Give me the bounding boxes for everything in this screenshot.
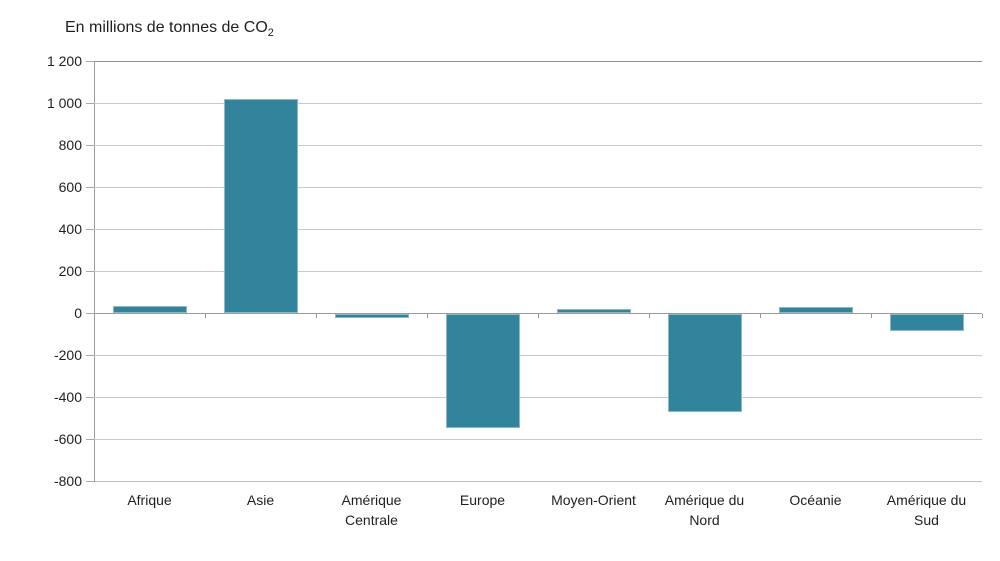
bar-moyen-orient — [556, 308, 631, 313]
gridline-800 — [94, 145, 982, 146]
chart-title: En millions de tonnes de CO2 — [65, 19, 274, 39]
gridline--400 — [94, 397, 982, 398]
y-axis-tick-400 — [86, 229, 94, 230]
bar-afrique — [112, 305, 187, 313]
x-axis-label-afrique: Afrique — [127, 492, 172, 508]
y-axis-label-400: 400 — [58, 221, 82, 237]
x-axis-tick-5 — [649, 314, 650, 318]
x-axis-tick-6 — [760, 314, 761, 318]
plot-area — [86, 61, 983, 482]
x-axis-tick-7 — [871, 314, 872, 318]
gridline--600 — [94, 439, 982, 440]
plot-top-border — [94, 61, 982, 62]
gridline-600 — [94, 187, 982, 188]
bar-europe — [445, 314, 520, 429]
x-axis-label-asie: Asie — [246, 492, 275, 508]
x-axis-tick-1 — [205, 314, 206, 318]
y-axis-label--600: -600 — [53, 431, 82, 447]
y-axis-label-800: 800 — [58, 137, 82, 153]
y-axis-label-0: 0 — [74, 305, 82, 321]
gridline-1000 — [94, 103, 982, 104]
y-axis-tick--600 — [86, 439, 94, 440]
bar-amerique-du-sud — [889, 314, 964, 331]
y-axis-label--200: -200 — [53, 347, 82, 363]
plot-bottom-border — [94, 481, 982, 482]
y-axis-label--400: -400 — [53, 389, 82, 405]
y-axis-label--800: -800 — [53, 473, 82, 489]
y-axis-tick-1200 — [86, 61, 94, 62]
bar-amerique-centrale — [334, 314, 409, 319]
y-axis-tick-200 — [86, 271, 94, 272]
x-axis-label-amerique-du-nord: Amérique du Nord — [664, 492, 745, 528]
y-axis-tick-800 — [86, 145, 94, 146]
y-axis-tick-0 — [86, 313, 94, 314]
gridline-200 — [94, 271, 982, 272]
x-axis-label-amerique-du-sud: Amérique du Sud — [886, 492, 967, 528]
x-axis-label-amerique-centrale: Amérique Centrale — [341, 492, 402, 528]
bar-amerique-du-nord — [667, 314, 742, 412]
gridline-400 — [94, 229, 982, 230]
y-axis-label-1000: 1 000 — [46, 95, 82, 111]
y-axis-label-600: 600 — [58, 179, 82, 195]
y-axis-tick--400 — [86, 397, 94, 398]
y-axis-label-1200: 1 200 — [46, 53, 82, 69]
x-axis-tick-3 — [427, 314, 428, 318]
x-axis-tick-0 — [94, 314, 95, 318]
x-axis-tick-8 — [982, 314, 983, 318]
x-axis-label-moyen-orient: Moyen-Orient — [551, 492, 636, 508]
y-axis-tick-1000 — [86, 103, 94, 104]
bar-oceanie — [778, 306, 853, 313]
x-axis-label-oceanie: Océanie — [789, 492, 842, 508]
chart-title-subscript: 2 — [267, 27, 274, 40]
gridline--200 — [94, 355, 982, 356]
zero-axis-line — [94, 313, 982, 314]
y-axis-tick--800 — [86, 481, 94, 482]
y-axis-label-200: 200 — [58, 263, 82, 279]
bar-asie — [223, 98, 298, 313]
chart-title-text: En millions de tonnes de CO — [65, 19, 268, 36]
y-axis-tick--200 — [86, 355, 94, 356]
x-axis-tick-2 — [316, 314, 317, 318]
y-axis-tick-600 — [86, 187, 94, 188]
x-axis-label-europe: Europe — [459, 492, 506, 508]
x-axis-tick-4 — [538, 314, 539, 318]
